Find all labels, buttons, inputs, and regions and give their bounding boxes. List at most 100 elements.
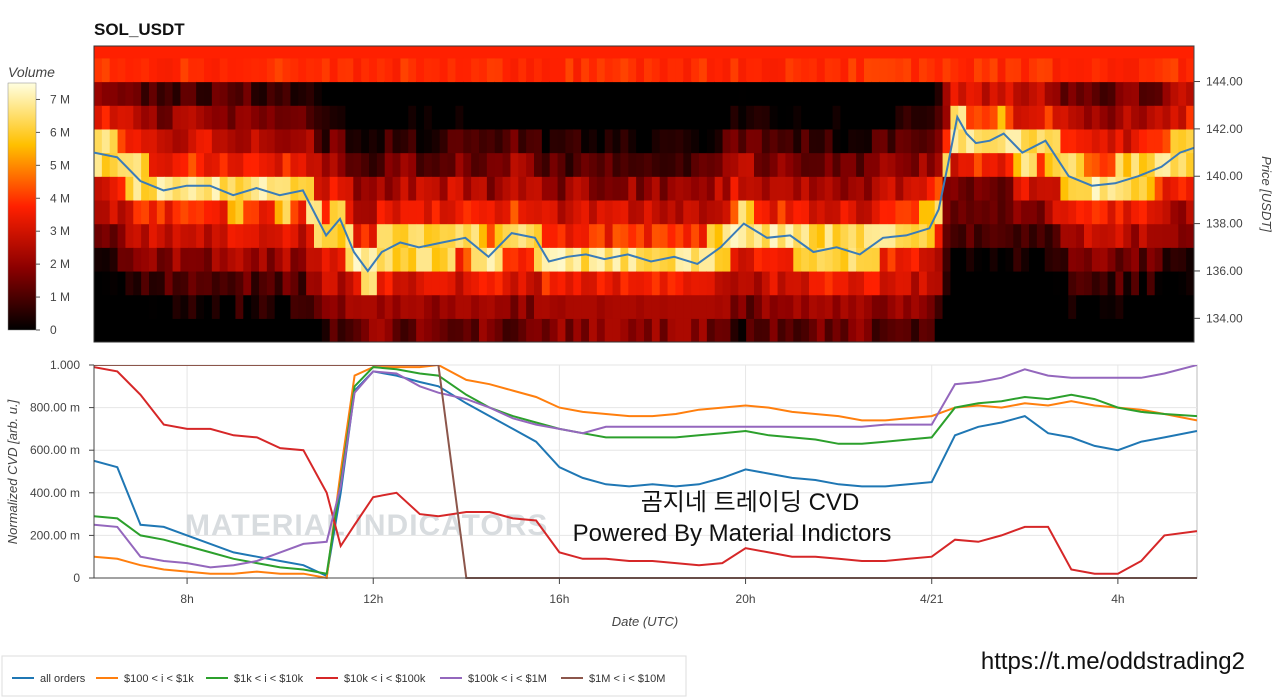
heatmap-cell [1060, 199, 1069, 225]
heatmap-cell [746, 270, 755, 296]
heatmap-cell [871, 105, 881, 130]
heatmap-cell [361, 270, 370, 296]
heatmap-cell [416, 152, 425, 177]
heatmap-cell [754, 128, 763, 154]
heatmap-cell [471, 270, 480, 296]
heatmap-cell [1076, 128, 1085, 154]
heatmap-cell [934, 81, 944, 106]
heatmap-cell [1091, 294, 1101, 319]
heatmap-cell [1021, 247, 1030, 272]
heatmap-cell [502, 105, 512, 130]
heatmap-cell [596, 199, 606, 225]
heatmap-cell [534, 199, 543, 225]
heatmap-cell [526, 176, 535, 201]
heatmap-cell [392, 223, 402, 248]
heatmap-cell [706, 247, 716, 272]
heatmap-cell [581, 152, 590, 177]
heatmap-cell [612, 46, 622, 59]
heatmap-cell [306, 199, 315, 225]
heatmap-cell [282, 247, 292, 272]
heatmap-cell [329, 176, 339, 201]
heatmap-cell [1052, 176, 1062, 201]
heatmap-cell [848, 57, 857, 83]
heatmap-cell [620, 318, 629, 342]
heatmap-cell [691, 294, 700, 319]
heatmap-cell [659, 199, 669, 225]
heatmap-cell [534, 81, 543, 106]
heatmap-cell [1021, 223, 1030, 248]
heatmap-cell [581, 176, 590, 201]
heatmap-cell [557, 57, 567, 83]
heatmap-cell [109, 128, 119, 154]
heatmap-cell [754, 318, 763, 342]
heatmap-cell [730, 105, 739, 130]
heatmap-cell [864, 199, 873, 225]
heatmap-cell [785, 270, 794, 296]
heatmap-cell [730, 57, 739, 83]
heatmap-cell [1091, 128, 1101, 154]
heatmap-cell [172, 81, 182, 106]
heatmap-cell [989, 294, 999, 319]
heatmap-cell [463, 294, 472, 319]
heatmap-cell [117, 128, 127, 154]
heatmap-cell [942, 270, 952, 296]
heatmap-cell [989, 105, 999, 130]
heatmap-cell [722, 46, 732, 59]
heatmap-cell [840, 176, 849, 201]
heatmap-cell [761, 199, 771, 225]
heatmap-cell [345, 318, 354, 342]
heatmap-cell [675, 81, 684, 106]
heatmap-cell [518, 318, 527, 342]
heatmap-cell [699, 46, 708, 59]
heatmap-cell [879, 46, 889, 59]
heatmap-cell [1076, 318, 1085, 342]
heatmap-cell [824, 199, 834, 225]
heatmap-cell [321, 152, 331, 177]
heatmap-cell [156, 318, 166, 342]
heatmap-cell [801, 57, 810, 83]
heatmap-cell [997, 199, 1007, 225]
heatmap-cell [581, 46, 590, 59]
heatmap-cell [408, 105, 417, 130]
telegram-url[interactable]: https://t.me/oddstrading2 [981, 648, 1245, 675]
heatmap-cell [439, 270, 449, 296]
heatmap-cell [1044, 81, 1054, 106]
heatmap-cell [314, 176, 323, 201]
heatmap-cell [659, 46, 669, 59]
heatmap-cell [314, 152, 323, 177]
heatmap-cell [463, 176, 472, 201]
heatmap-cell [667, 223, 677, 248]
heatmap-cell [408, 294, 417, 319]
heatmap-cell [958, 318, 967, 342]
heatmap-cell [974, 270, 983, 296]
heatmap-cell [156, 247, 166, 272]
heatmap-cell [494, 247, 504, 272]
heatmap-cell [1107, 270, 1117, 296]
heatmap-cell [329, 105, 339, 130]
heatmap-cell [337, 318, 347, 342]
heatmap-cell [227, 318, 237, 342]
heatmap-cell [966, 247, 975, 272]
heatmap-cell [754, 105, 763, 130]
heatmap-cell [211, 152, 221, 177]
heatmap-cell [125, 270, 134, 296]
heatmap-cell [1131, 152, 1140, 177]
heatmap-cell [219, 46, 229, 59]
heatmap-cell [361, 57, 370, 83]
heatmap-cell [769, 81, 779, 106]
heatmap-cell [196, 270, 205, 296]
heatmap-cell [1029, 270, 1038, 296]
heatmap-cell [942, 81, 952, 106]
heatmap-cell [793, 318, 802, 342]
heatmap-cell [1091, 176, 1101, 201]
heatmap-cell [361, 223, 370, 248]
heatmap-cell [1186, 247, 1194, 272]
heatmap-cell [1115, 270, 1124, 296]
heatmap-cell [196, 199, 205, 225]
heatmap-cell [691, 81, 700, 106]
heatmap-cell [1162, 294, 1172, 319]
heatmap-cell [612, 57, 622, 83]
heatmap-cell [871, 176, 881, 201]
heatmap-cell [879, 247, 889, 272]
heatmap-cell [1091, 105, 1101, 130]
